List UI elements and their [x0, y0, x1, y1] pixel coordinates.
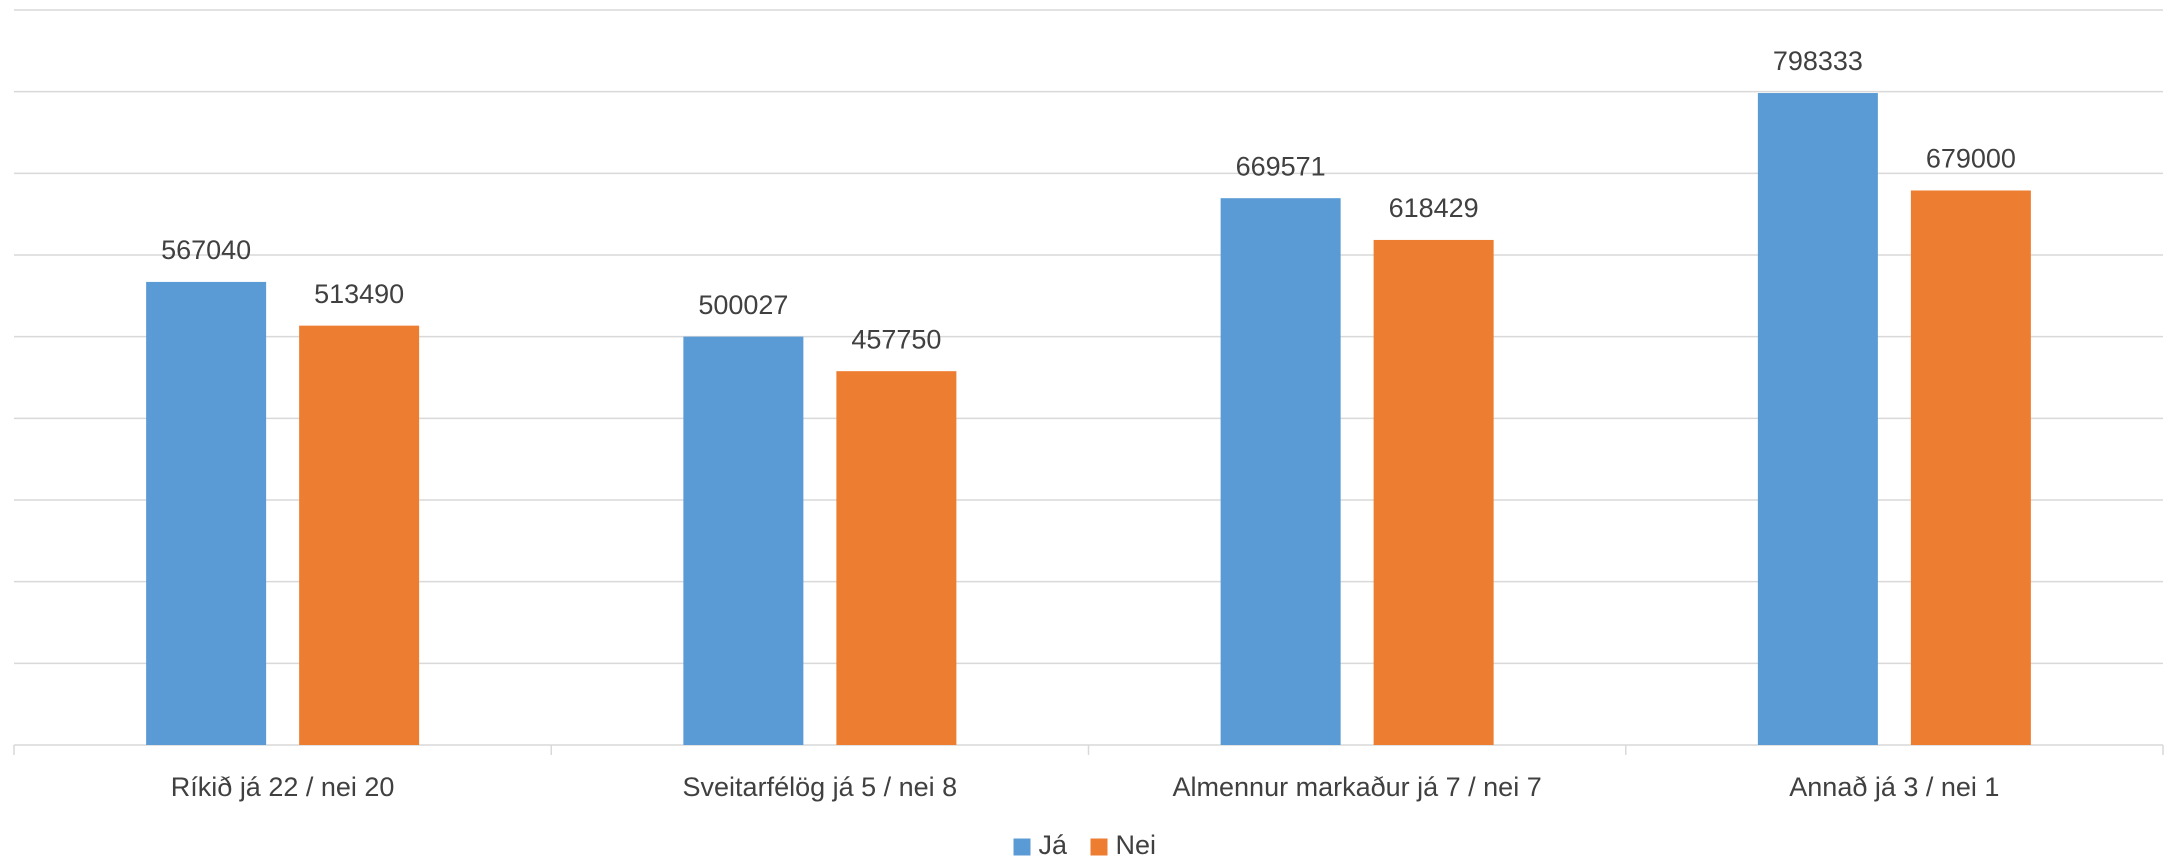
data-label: 679000 [1926, 144, 2016, 174]
x-tick-label: Annað já 3 / nei 1 [1789, 772, 1999, 802]
legend-swatch [1013, 838, 1031, 856]
bar [299, 325, 420, 745]
bar [1757, 93, 1878, 745]
legend-swatch [1090, 838, 1108, 856]
data-label: 513490 [314, 279, 404, 309]
x-tick-label: Sveitarfélög já 5 / nei 8 [683, 772, 958, 802]
data-label: 669571 [1236, 151, 1326, 181]
bar [146, 281, 267, 745]
bar [1373, 239, 1494, 745]
legend-label: Já [1039, 830, 1069, 860]
x-tick-label: Ríkið já 22 / nei 20 [171, 772, 395, 802]
data-label: 618429 [1389, 193, 1479, 223]
bar [1220, 198, 1341, 745]
data-label: 500027 [698, 290, 788, 320]
legend-label: Nei [1116, 830, 1157, 860]
bar [1910, 190, 2031, 745]
data-label: 798333 [1773, 46, 1863, 76]
data-label: 457750 [851, 324, 941, 354]
data-label: 567040 [161, 235, 251, 265]
x-tick-label: Almennur markaður já 7 / nei 7 [1173, 772, 1542, 802]
bar [836, 371, 957, 745]
bar [683, 336, 804, 745]
